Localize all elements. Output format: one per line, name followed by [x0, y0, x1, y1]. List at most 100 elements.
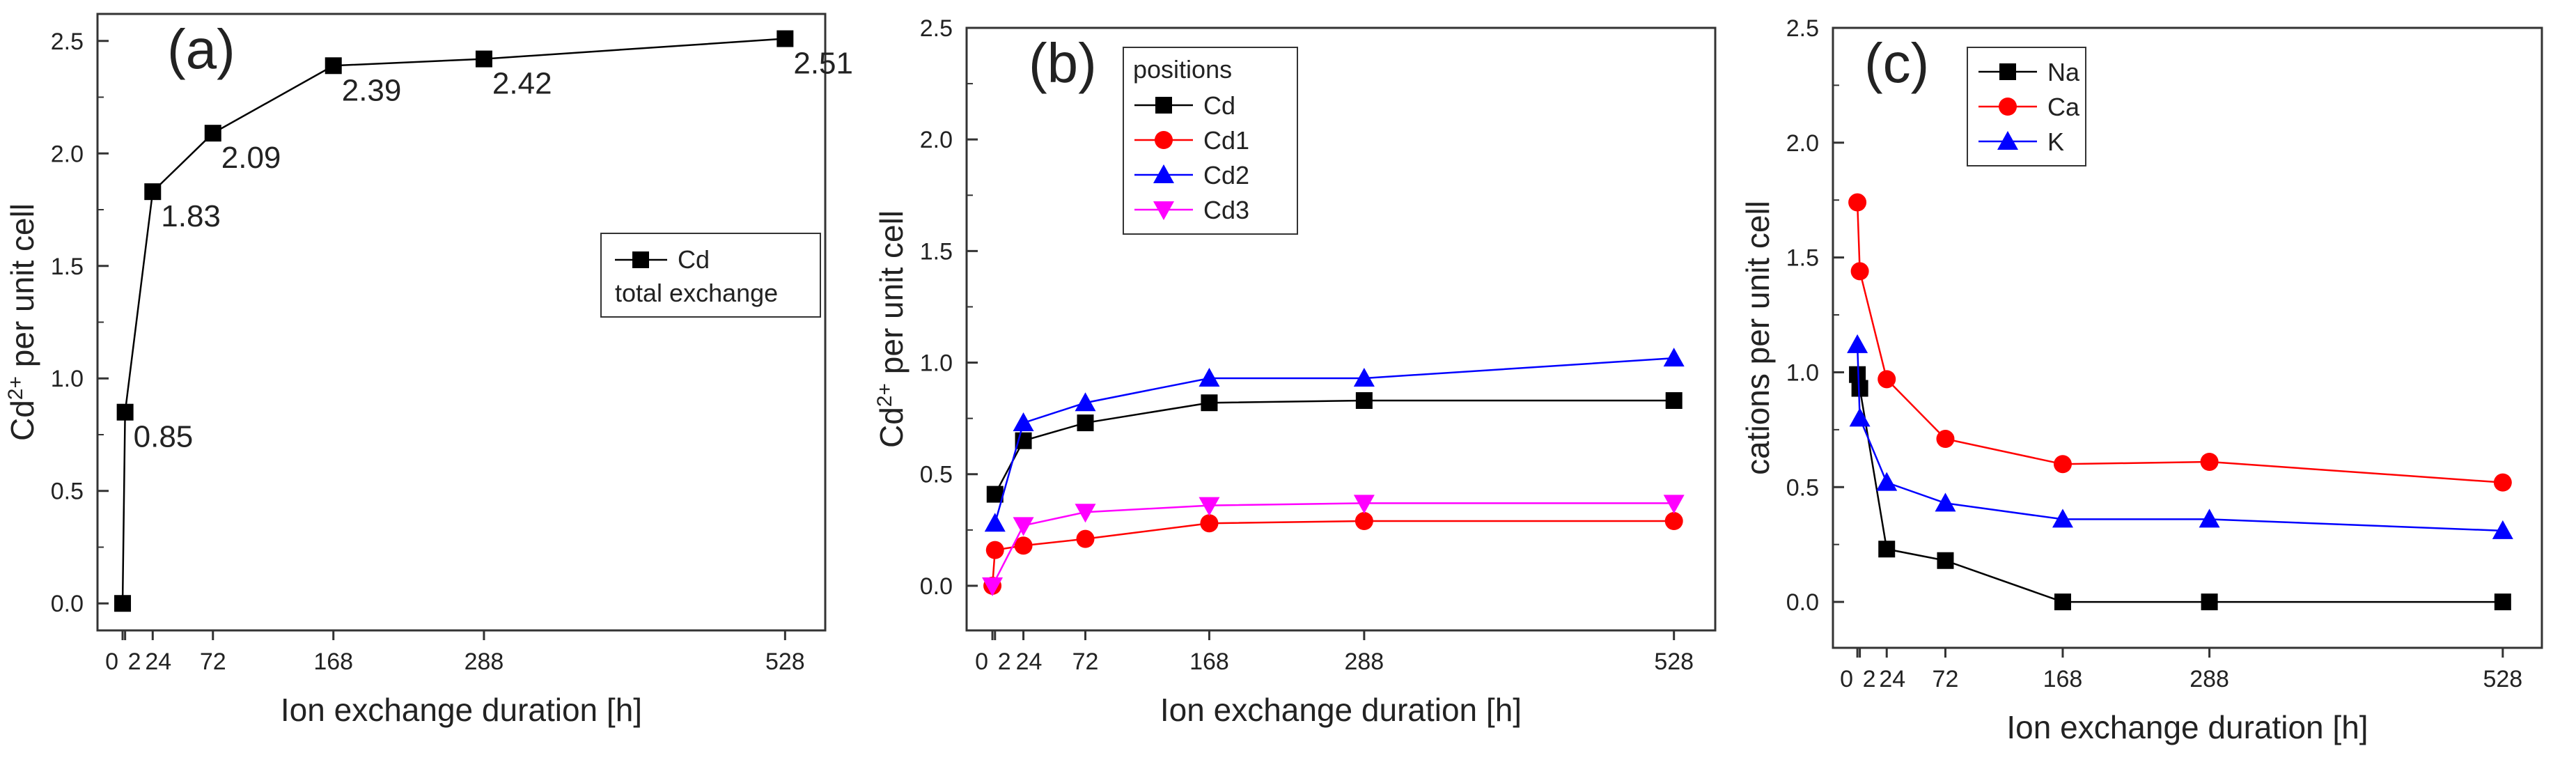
y-tick-label: 2.5: [1786, 15, 1819, 42]
series-line: [1023, 502, 1674, 527]
data-point: [1075, 392, 1096, 412]
x-tick-label: 24: [1016, 649, 1043, 675]
legend-marker: [1999, 98, 2017, 116]
data-point: [2199, 509, 2220, 528]
legend-marker: [632, 251, 649, 268]
panel-label: (b): [1029, 32, 1097, 94]
x-tick-label: 72: [1072, 649, 1099, 675]
y-axis-title: Cd2+ per unit cell: [873, 210, 910, 448]
series-line: [121, 38, 786, 604]
legend-marker: [1153, 164, 1174, 183]
data-point: [1848, 193, 1867, 212]
data-point: [1849, 408, 1871, 427]
x-tick-label: 528: [765, 649, 805, 675]
data-label: 2.42: [492, 67, 552, 101]
data-point: [1014, 536, 1033, 555]
data-point: [2201, 593, 2218, 611]
data-label: 1.83: [161, 199, 221, 233]
series-Cd1: [985, 512, 1683, 559]
y-axis-title: cations per unit cell: [1740, 201, 1776, 475]
y-axis-title: Cd2+ per unit cell: [4, 203, 40, 441]
data-point: [1878, 541, 1896, 558]
series-Cd: [114, 30, 794, 612]
data-point: [1201, 394, 1218, 412]
data-label: 0.85: [134, 420, 194, 454]
plot-frame: [965, 26, 1717, 632]
data-point: [1663, 495, 1685, 514]
data-point: [2054, 593, 2071, 611]
x-axis-title: Ion exchange duration [h]: [281, 692, 642, 728]
y-tick-label: 2.5: [51, 29, 84, 55]
y-tick-label: 1.5: [1786, 245, 1819, 272]
y-axis-title-main: Cd: [873, 407, 910, 448]
y-tick-label: 2.0: [920, 127, 953, 153]
panel-a: 0.0 0.5 1.0 1.5 2.0 2.5 0 2 24 72 168 288 528 Ion exc…: [4, 13, 853, 728]
x-tick-label: 0: [975, 649, 988, 675]
data-point: [1353, 495, 1375, 514]
x-tick-label: 2: [128, 649, 141, 675]
y-axis-title-rest: per unit cell: [873, 210, 910, 383]
panel-label: (a): [167, 18, 235, 80]
data-point: [1935, 492, 1956, 512]
legend-marker: [1155, 131, 1173, 149]
y-tick-label: 1.0: [920, 350, 953, 377]
legend-label: Cd2: [1203, 161, 1249, 189]
data-label: 2.39: [342, 73, 402, 107]
y-axis-title-sup: 2+: [4, 376, 27, 400]
x-tick-label: 528: [2483, 666, 2522, 692]
x-tick-label: 24: [145, 649, 171, 675]
series-Na: [1849, 366, 2511, 611]
series-line: [994, 399, 1674, 495]
data-point: [1200, 514, 1219, 533]
data-point: [1199, 367, 1220, 387]
data-point: [2493, 473, 2512, 492]
data-point: [1936, 430, 1955, 449]
x-tick-label: 168: [1189, 649, 1229, 675]
y-tick-label: 0.5: [51, 479, 84, 505]
x-tick-label: 528: [1654, 649, 1694, 675]
x-axis-title: Ion exchange duration [h]: [1160, 692, 1522, 728]
x-tick-label: 2: [1863, 666, 1876, 692]
series-line: [994, 520, 1674, 551]
legend-label: Cd: [1203, 91, 1235, 120]
y-tick-label: 0.0: [1786, 589, 1819, 616]
series-Cd: [986, 392, 1683, 503]
y-axis-title-main: cations per unit cell: [1740, 201, 1776, 475]
series-Cd2: [984, 348, 1685, 532]
x-tick-label: 24: [1879, 666, 1905, 692]
y-axis-title-sup: 2+: [873, 383, 896, 407]
data-point: [1355, 392, 1373, 410]
legend-label: Cd1: [1203, 126, 1249, 155]
x-tick-label: 288: [465, 649, 504, 675]
x-tick-label: 288: [1344, 649, 1384, 675]
legend-note: total exchange: [615, 279, 778, 307]
data-point: [2492, 520, 2513, 539]
series-K: [1847, 334, 2513, 539]
legend-title: positions: [1133, 55, 1232, 84]
legend-marker: [1155, 97, 1172, 114]
x-tick-label: 288: [2189, 666, 2229, 692]
data-point: [204, 125, 221, 142]
plot-frame: [1832, 26, 2543, 649]
data-point: [2052, 509, 2073, 528]
series-Cd3: [1013, 495, 1685, 536]
x-tick-label: 0: [1840, 666, 1853, 692]
panel-label: (c): [1864, 32, 1929, 94]
data-point: [1075, 504, 1096, 523]
data-point: [1664, 512, 1683, 531]
data-point: [325, 57, 342, 75]
data-point: [1077, 414, 1094, 432]
y-tick-label: 0.0: [51, 591, 84, 617]
data-point: [1847, 334, 1868, 353]
data-point: [776, 30, 794, 47]
data-point: [114, 595, 132, 612]
legend-box: [1123, 47, 1298, 235]
x-tick-label: 72: [200, 649, 226, 675]
y-tick-label: 2.5: [920, 15, 953, 42]
data-point: [1878, 370, 1896, 389]
series-line: [1856, 374, 2503, 603]
data-point: [1013, 412, 1034, 432]
y-tick-label: 0.5: [1786, 474, 1819, 501]
start-point: [982, 577, 1004, 596]
